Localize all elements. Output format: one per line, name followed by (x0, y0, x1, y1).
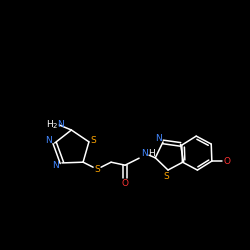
Text: N: N (45, 136, 52, 144)
Text: H: H (46, 120, 53, 128)
Text: N: N (155, 134, 162, 143)
Text: S: S (90, 136, 96, 145)
Text: N: N (57, 120, 64, 128)
Text: S: S (94, 165, 100, 174)
Text: O: O (122, 179, 128, 188)
Text: S: S (163, 172, 169, 180)
Text: N: N (141, 149, 148, 158)
Text: O: O (223, 156, 230, 166)
Text: N: N (52, 162, 59, 170)
Text: H: H (148, 149, 154, 158)
Text: 2: 2 (52, 123, 56, 129)
